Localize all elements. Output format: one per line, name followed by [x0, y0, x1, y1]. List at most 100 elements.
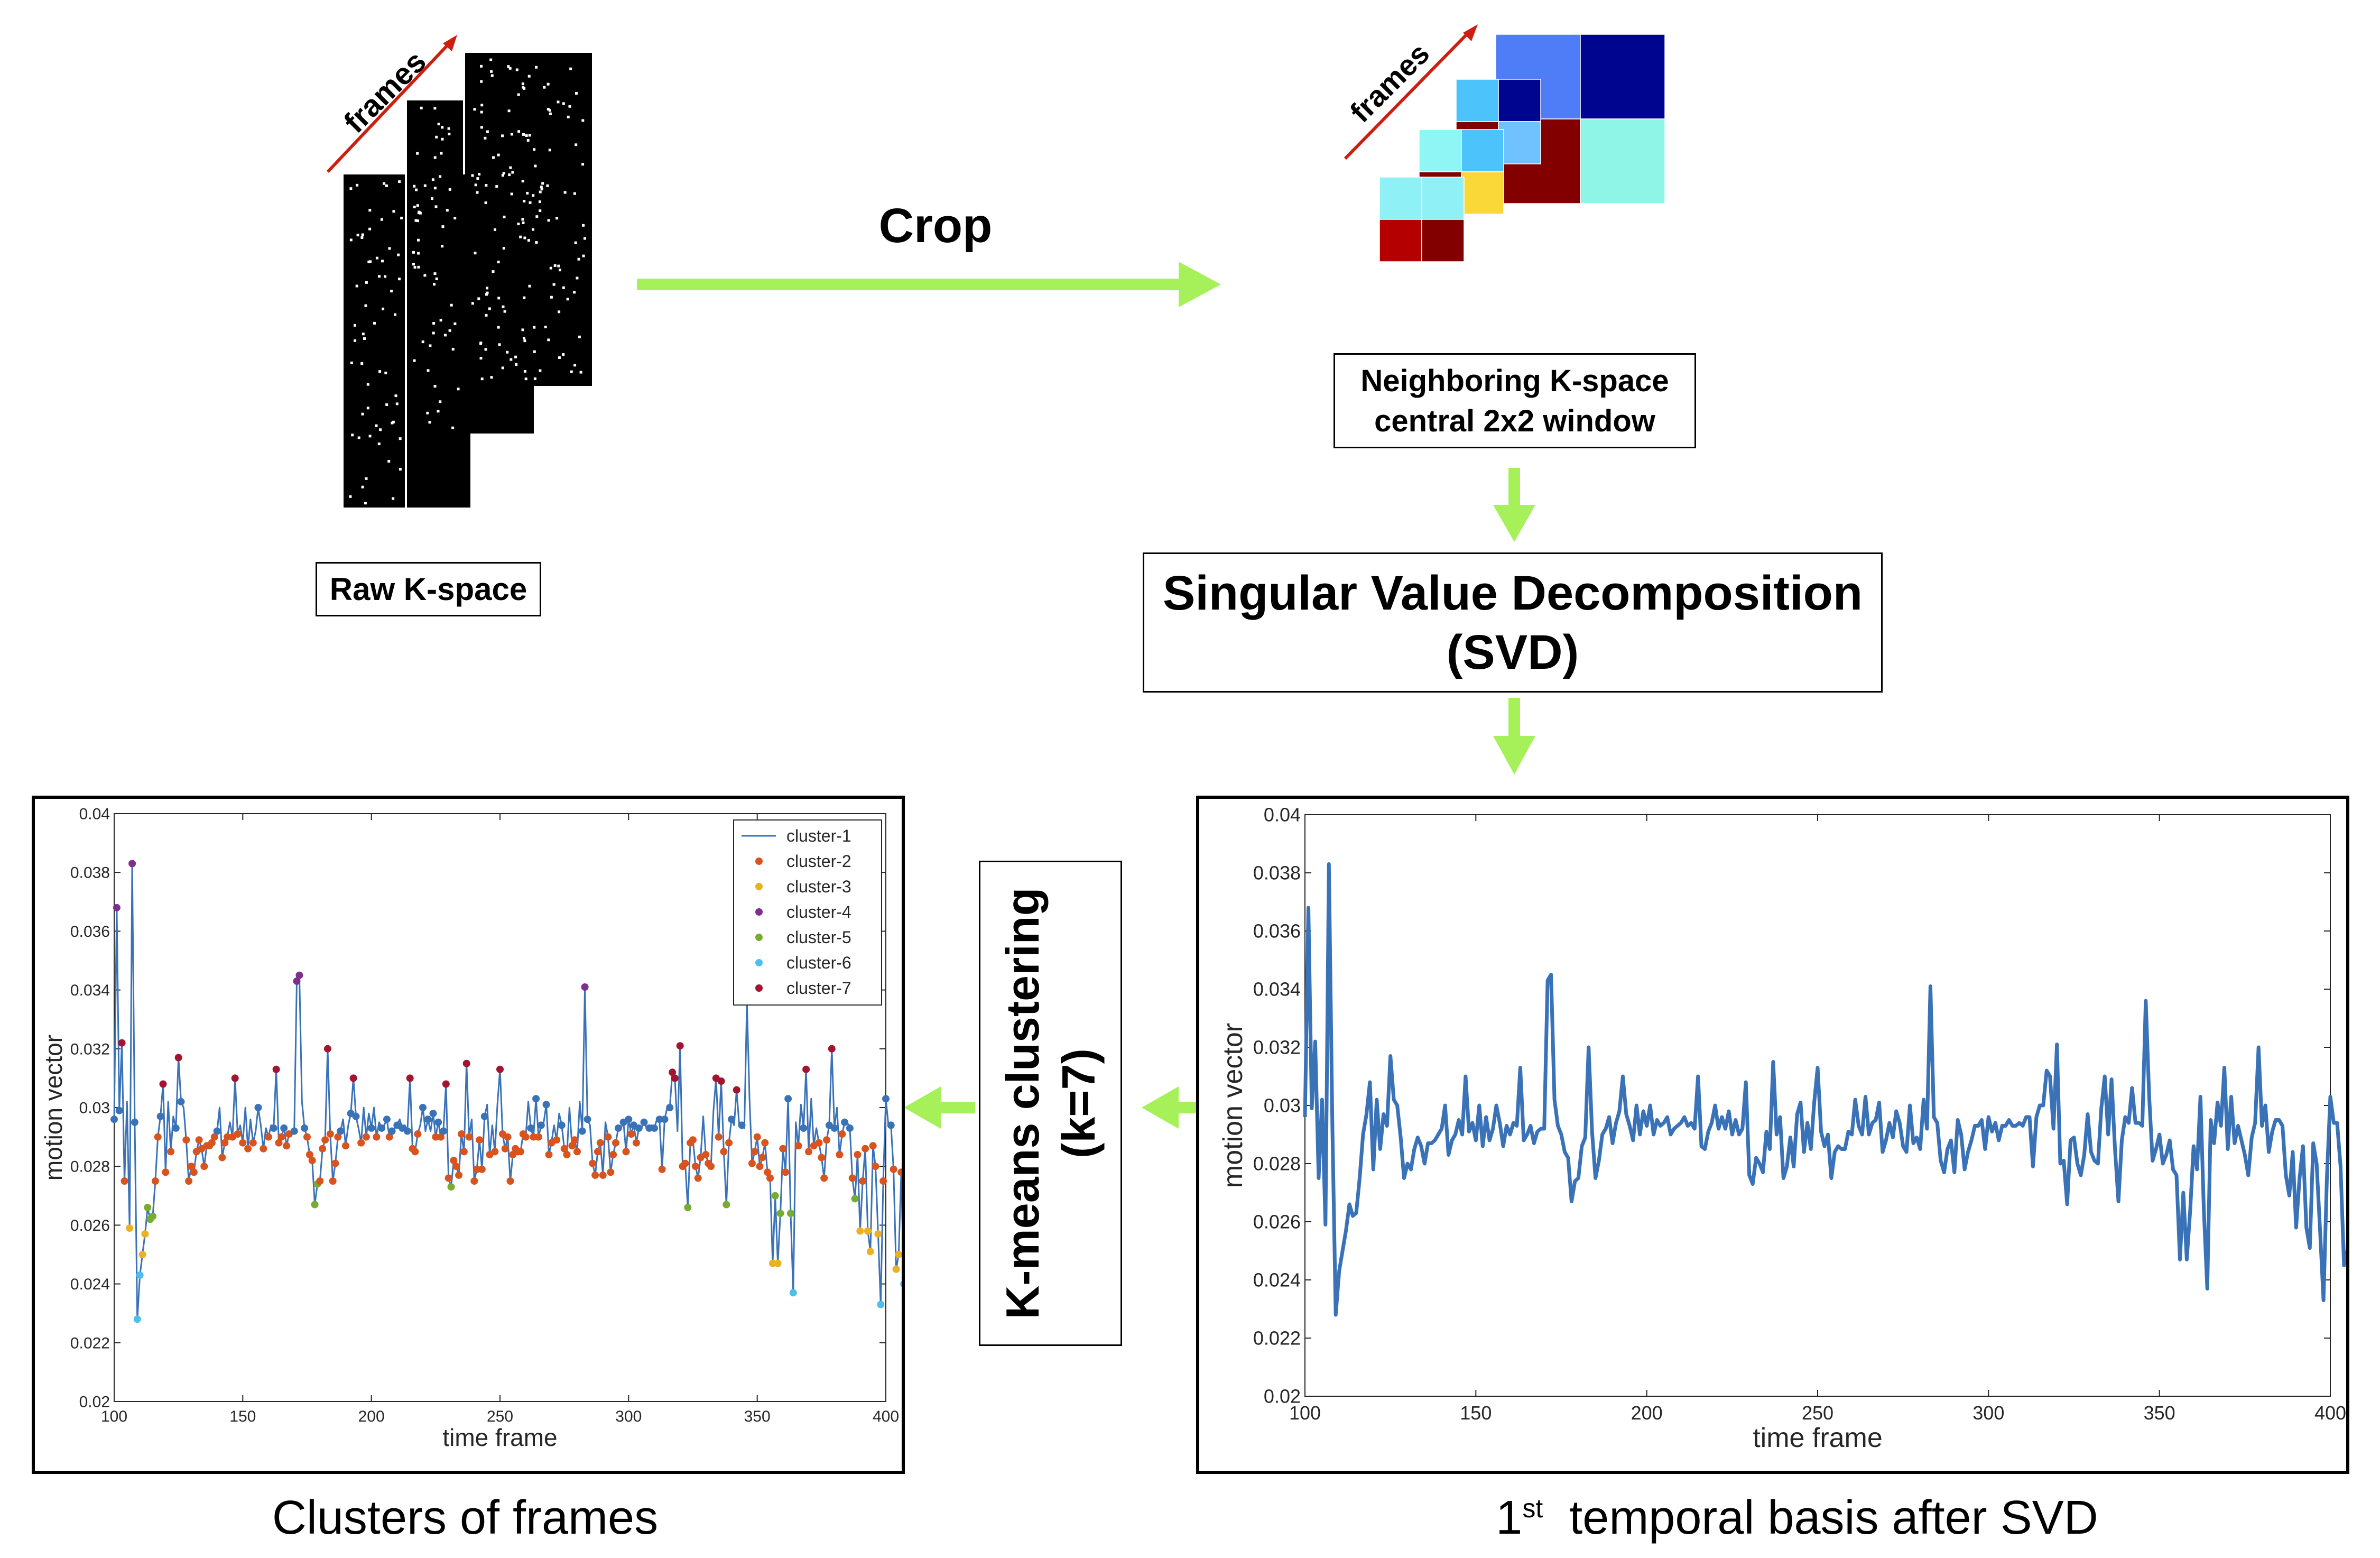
- kspace-sample: [349, 238, 353, 242]
- data-point: [684, 1204, 692, 1211]
- data-point: [419, 1104, 427, 1111]
- kspace-sample: [501, 174, 504, 177]
- data-point: [411, 1148, 419, 1156]
- data-point: [725, 1139, 733, 1147]
- y-tick-label: 0.022: [70, 1334, 110, 1352]
- data-point: [208, 1139, 216, 1147]
- data-point: [115, 1107, 123, 1114]
- kspace-sample: [503, 310, 506, 313]
- data-point: [864, 1227, 872, 1235]
- kspace-sample: [378, 370, 382, 373]
- kspace-sample: [490, 74, 494, 77]
- kspace-sample: [517, 223, 520, 226]
- neighbor-label-line2: central 2x2 window: [1374, 404, 1655, 438]
- svd-line2: (SVD): [1446, 625, 1579, 679]
- data-point: [632, 1139, 640, 1147]
- data-point: [591, 1171, 599, 1179]
- kspace-sample: [366, 383, 369, 386]
- legend-item: cluster-1: [742, 826, 851, 845]
- kspace-sample: [473, 108, 476, 111]
- kspace-sample: [492, 270, 495, 273]
- data-point: [872, 1163, 879, 1170]
- data-point: [185, 1177, 193, 1185]
- raw-kspace-samples: [349, 58, 586, 505]
- kspace-sample: [553, 264, 557, 267]
- data-point: [308, 1157, 316, 1165]
- data-point: [838, 1130, 846, 1138]
- data-point: [890, 1165, 897, 1173]
- kspace-sample: [521, 328, 524, 331]
- kspace-sample: [566, 298, 569, 301]
- data-point: [830, 1124, 838, 1132]
- kspace-sample: [398, 180, 401, 183]
- kspace-sample: [354, 339, 357, 342]
- kspace-sample: [375, 256, 378, 260]
- kspace-sample: [562, 286, 565, 289]
- data-point: [589, 1159, 597, 1167]
- kspace-sample: [385, 403, 388, 406]
- data-point: [848, 1174, 856, 1182]
- kspace-sample: [525, 134, 528, 137]
- kspace-sample: [361, 485, 364, 488]
- kspace-sample: [533, 326, 536, 329]
- data-point: [254, 1104, 262, 1111]
- legend-item: cluster-2: [755, 852, 851, 871]
- frames-arrow-head: [443, 35, 457, 51]
- data-point: [854, 1151, 862, 1158]
- data-point: [669, 1068, 677, 1076]
- kspace-sample: [539, 190, 542, 193]
- data-point: [316, 1177, 324, 1185]
- kspace-sample: [490, 376, 493, 379]
- kspace-sample: [381, 260, 384, 263]
- data-point: [895, 1251, 903, 1258]
- kspace-sample: [519, 235, 522, 238]
- kspace-sample: [417, 238, 420, 242]
- kspace-sample: [451, 348, 455, 351]
- kmeans-line1: K-means clustering: [996, 887, 1049, 1320]
- kspace-sample: [349, 187, 353, 190]
- kspace-sample: [360, 362, 364, 365]
- data-point: [596, 1139, 604, 1147]
- kspace-sample: [547, 82, 550, 86]
- frames-arrow: [326, 42, 451, 173]
- x-tick-label: 350: [744, 1408, 771, 1425]
- kspace-sample: [559, 269, 561, 272]
- kspace-sample: [380, 218, 383, 221]
- data-point: [879, 1177, 887, 1185]
- data-point: [869, 1142, 877, 1150]
- data-point: [856, 1227, 864, 1235]
- kspace-sample: [498, 343, 501, 346]
- data-point: [717, 1077, 725, 1085]
- window-cell: [1461, 129, 1504, 172]
- kspace-sample: [507, 65, 510, 68]
- kspace-sample: [485, 184, 488, 187]
- kspace-sample: [515, 363, 518, 366]
- frames-arrow-window-head: [1463, 24, 1478, 41]
- data-point: [578, 1127, 586, 1135]
- data-point: [756, 1163, 764, 1170]
- data-point: [655, 1116, 663, 1123]
- kspace-sample: [497, 261, 500, 264]
- data-point: [563, 1151, 571, 1158]
- x-tick-label: 200: [358, 1408, 385, 1425]
- kspace-sample: [399, 437, 402, 440]
- legend-item: cluster-7: [755, 979, 851, 998]
- y-tick-label: 0.028: [70, 1158, 110, 1176]
- kspace-sample: [547, 338, 550, 342]
- kspace-sample: [532, 228, 534, 231]
- data-point: [689, 1136, 697, 1144]
- data-point: [429, 1110, 437, 1118]
- kspace-sample: [476, 191, 479, 194]
- y-tick-label: 0.032: [1253, 1037, 1301, 1058]
- legend-item: cluster-4: [755, 902, 851, 921]
- kspace-sample: [579, 371, 582, 374]
- data-point: [210, 1133, 218, 1141]
- kspace-sample: [490, 70, 493, 73]
- data-point: [182, 1136, 190, 1144]
- kspace-sample: [448, 329, 451, 332]
- y-tick-label: 0.028: [1253, 1153, 1301, 1175]
- data-point: [172, 1124, 180, 1132]
- y-tick-label: 0.022: [1253, 1327, 1301, 1349]
- kspace-sample: [444, 334, 447, 337]
- arrow-to-temporal-basis: [1493, 698, 1535, 775]
